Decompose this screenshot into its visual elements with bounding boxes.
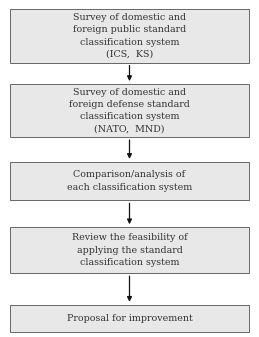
FancyBboxPatch shape [10, 227, 249, 273]
Text: Comparison/analysis of
each classification system: Comparison/analysis of each classificati… [67, 171, 192, 191]
Text: Survey of domestic and
foreign defense standard
classification system
(NATO,  MN: Survey of domestic and foreign defense s… [69, 88, 190, 133]
FancyBboxPatch shape [10, 9, 249, 63]
FancyBboxPatch shape [10, 305, 249, 332]
FancyBboxPatch shape [10, 161, 249, 200]
Text: Proposal for improvement: Proposal for improvement [67, 314, 192, 323]
Text: Survey of domestic and
foreign public standard
classification system
(ICS,  KS): Survey of domestic and foreign public st… [73, 13, 186, 59]
FancyBboxPatch shape [10, 84, 249, 137]
Text: Review the feasibility of
applying the standard
classification system: Review the feasibility of applying the s… [72, 234, 187, 267]
